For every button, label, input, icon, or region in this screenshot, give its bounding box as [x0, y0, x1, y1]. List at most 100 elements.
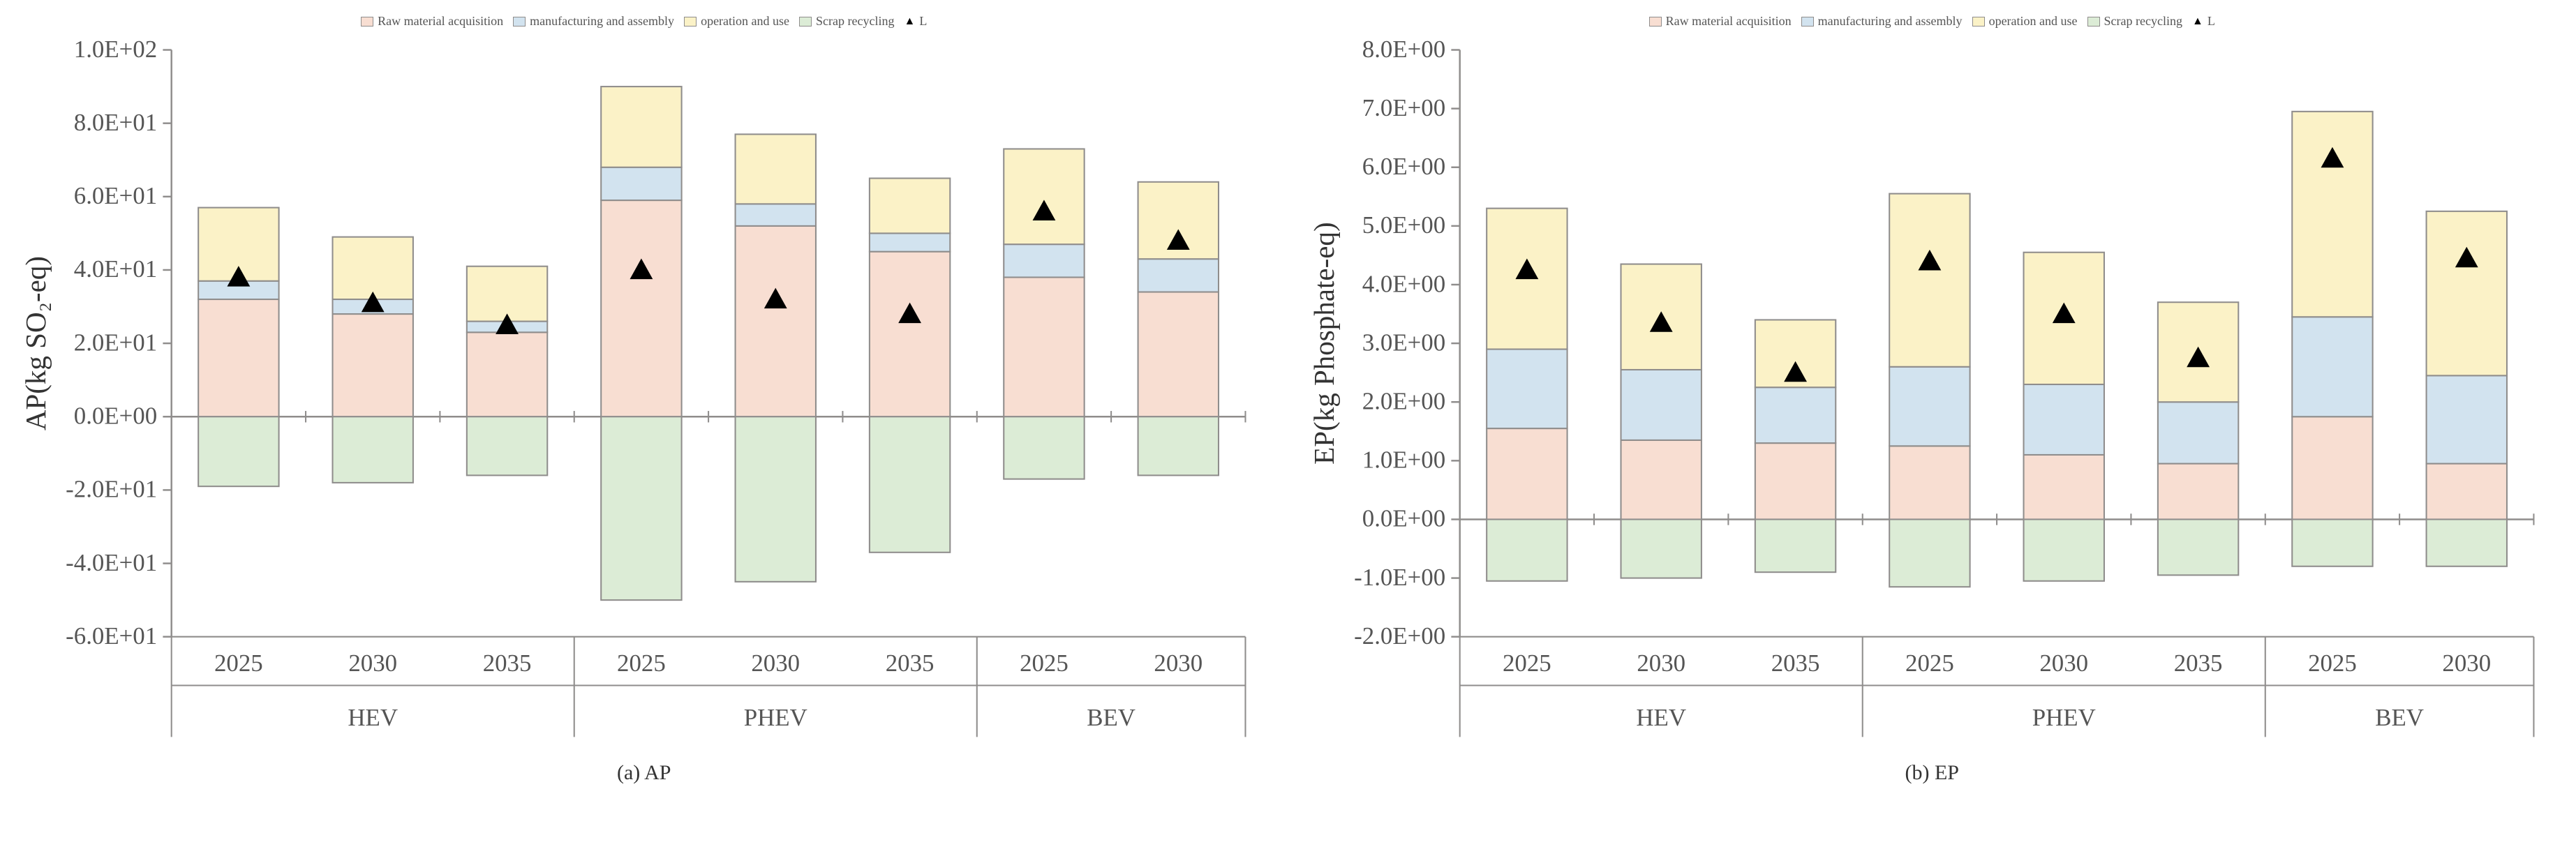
legend-item-marker: ▲L	[2192, 14, 2215, 29]
legend-label: Raw material acquisition	[378, 14, 503, 29]
legend-swatch	[799, 17, 812, 27]
bar-seg-oper	[736, 134, 816, 204]
bar-seg-scrap	[2292, 519, 2372, 566]
y-tick-label: 1.0E+02	[74, 36, 157, 63]
y-tick-label: 2.0E+01	[74, 329, 157, 356]
y-tick-label: -6.0E+01	[66, 622, 157, 649]
bar-seg-raw	[2292, 416, 2372, 519]
legend-swatch	[361, 17, 373, 27]
bar-seg-scrap	[736, 416, 816, 582]
bar-seg-oper	[1889, 194, 1970, 367]
y-tick-label: 2.0E+00	[1362, 387, 1445, 414]
bar-seg-raw	[198, 299, 278, 416]
bar-seg-scrap	[1138, 416, 1219, 475]
x-tick-year: 2030	[751, 649, 800, 677]
x-group-label: HEV	[1636, 704, 1686, 731]
bar-seg-raw	[1755, 443, 1835, 519]
bar-seg-scrap	[1755, 519, 1835, 572]
bar-seg-manuf	[1621, 370, 1701, 440]
bar-seg-manuf	[2023, 384, 2104, 455]
panel-caption: (a) AP	[617, 761, 671, 785]
legend-label: Raw material acquisition	[1666, 14, 1792, 29]
y-tick-label: -4.0E+01	[66, 549, 157, 576]
bar-seg-manuf	[1755, 387, 1835, 443]
x-tick-year: 2030	[2442, 649, 2491, 677]
legend-swatch	[2087, 17, 2100, 27]
bar-seg-scrap	[2023, 519, 2104, 580]
bar-seg-oper	[467, 266, 547, 322]
legend-swatch	[1649, 17, 1662, 27]
chart-ap: -6.0E+01-4.0E+01-2.0E+010.0E+002.0E+014.…	[14, 36, 1274, 751]
x-group-label: BEV	[2375, 704, 2424, 731]
y-tick-label: -2.0E+00	[1354, 622, 1445, 649]
y-tick-label: 7.0E+00	[1362, 94, 1445, 121]
triangle-icon: ▲	[904, 16, 915, 27]
bar-seg-raw	[1138, 292, 1219, 417]
x-group-label: PHEV	[2032, 704, 2095, 731]
bar-seg-manuf	[870, 233, 950, 251]
bar-seg-oper	[1004, 149, 1084, 244]
bar-seg-scrap	[1487, 519, 1567, 580]
y-tick-label: 1.0E+00	[1362, 446, 1445, 474]
legend-label: manufacturing and assembly	[530, 14, 674, 29]
x-tick-year: 2025	[1905, 649, 1954, 677]
triangle-icon: ▲	[2192, 16, 2203, 27]
bar-seg-manuf	[2157, 402, 2238, 463]
y-tick-label: 4.0E+00	[1362, 270, 1445, 297]
bar-seg-scrap	[1889, 519, 1970, 587]
y-tick-label: -2.0E+01	[66, 476, 157, 503]
legend-label: operation and use	[701, 14, 789, 29]
bar-seg-raw	[2023, 455, 2104, 520]
panel-ep: Raw material acquisition manufacturing an…	[1302, 14, 2563, 785]
bar-seg-scrap	[2426, 519, 2506, 566]
legend-item: Scrap recycling	[799, 14, 894, 29]
legend-item: manufacturing and assembly	[1801, 14, 1963, 29]
y-tick-label: 8.0E+01	[74, 109, 157, 136]
legend-item-marker: ▲L	[904, 14, 927, 29]
x-tick-year: 2025	[214, 649, 263, 677]
x-tick-year: 2025	[1020, 649, 1069, 677]
legend-item: Raw material acquisition	[361, 14, 503, 29]
x-tick-year: 2035	[886, 649, 935, 677]
bar-seg-scrap	[870, 416, 950, 553]
chart-wrap: -2.0E+00-1.0E+000.0E+001.0E+002.0E+003.0…	[1302, 36, 2563, 751]
bar-seg-scrap	[1621, 519, 1701, 578]
legend-label: L	[919, 14, 927, 29]
bar-seg-raw	[2426, 464, 2506, 520]
x-tick-year: 2025	[617, 649, 666, 677]
bar-seg-oper	[333, 237, 413, 299]
chart-legend: Raw material acquisition manufacturing an…	[361, 14, 927, 29]
y-tick-label: 3.0E+00	[1362, 329, 1445, 356]
y-tick-label: 8.0E+00	[1362, 36, 1445, 63]
x-tick-year: 2030	[2039, 649, 2088, 677]
bar-seg-oper	[2426, 211, 2506, 376]
bar-seg-manuf	[2426, 375, 2506, 463]
bar-seg-raw	[1621, 440, 1701, 520]
bar-seg-raw	[601, 200, 681, 416]
y-tick-label: -1.0E+00	[1354, 564, 1445, 591]
chart-wrap: -6.0E+01-4.0E+01-2.0E+010.0E+002.0E+014.…	[14, 36, 1274, 751]
chart-ep: -2.0E+00-1.0E+000.0E+001.0E+002.0E+003.0…	[1302, 36, 2563, 751]
legend-label: operation and use	[1989, 14, 2078, 29]
legend-item: manufacturing and assembly	[513, 14, 674, 29]
x-tick-year: 2035	[2173, 649, 2222, 677]
bar-seg-scrap	[2157, 519, 2238, 575]
bar-seg-manuf	[736, 204, 816, 226]
legend-item: operation and use	[684, 14, 789, 29]
legend-item: Scrap recycling	[2087, 14, 2182, 29]
bar-seg-scrap	[1004, 416, 1084, 479]
bar-seg-raw	[467, 332, 547, 416]
y-tick-label: 0.0E+00	[74, 403, 157, 430]
x-tick-year: 2030	[1154, 649, 1203, 677]
bar-seg-manuf	[1004, 244, 1084, 277]
y-axis-label: EP(kg Phosphate-eq)	[1308, 222, 1340, 464]
bar-seg-manuf	[601, 167, 681, 200]
chart-legend: Raw material acquisition manufacturing an…	[1649, 14, 2215, 29]
x-tick-year: 2025	[1503, 649, 1551, 677]
legend-swatch	[513, 17, 526, 27]
bar-seg-raw	[1004, 277, 1084, 416]
bar-seg-scrap	[601, 416, 681, 600]
x-group-label: PHEV	[744, 704, 807, 731]
legend-label: manufacturing and assembly	[1818, 14, 1963, 29]
bar-seg-scrap	[198, 416, 278, 486]
